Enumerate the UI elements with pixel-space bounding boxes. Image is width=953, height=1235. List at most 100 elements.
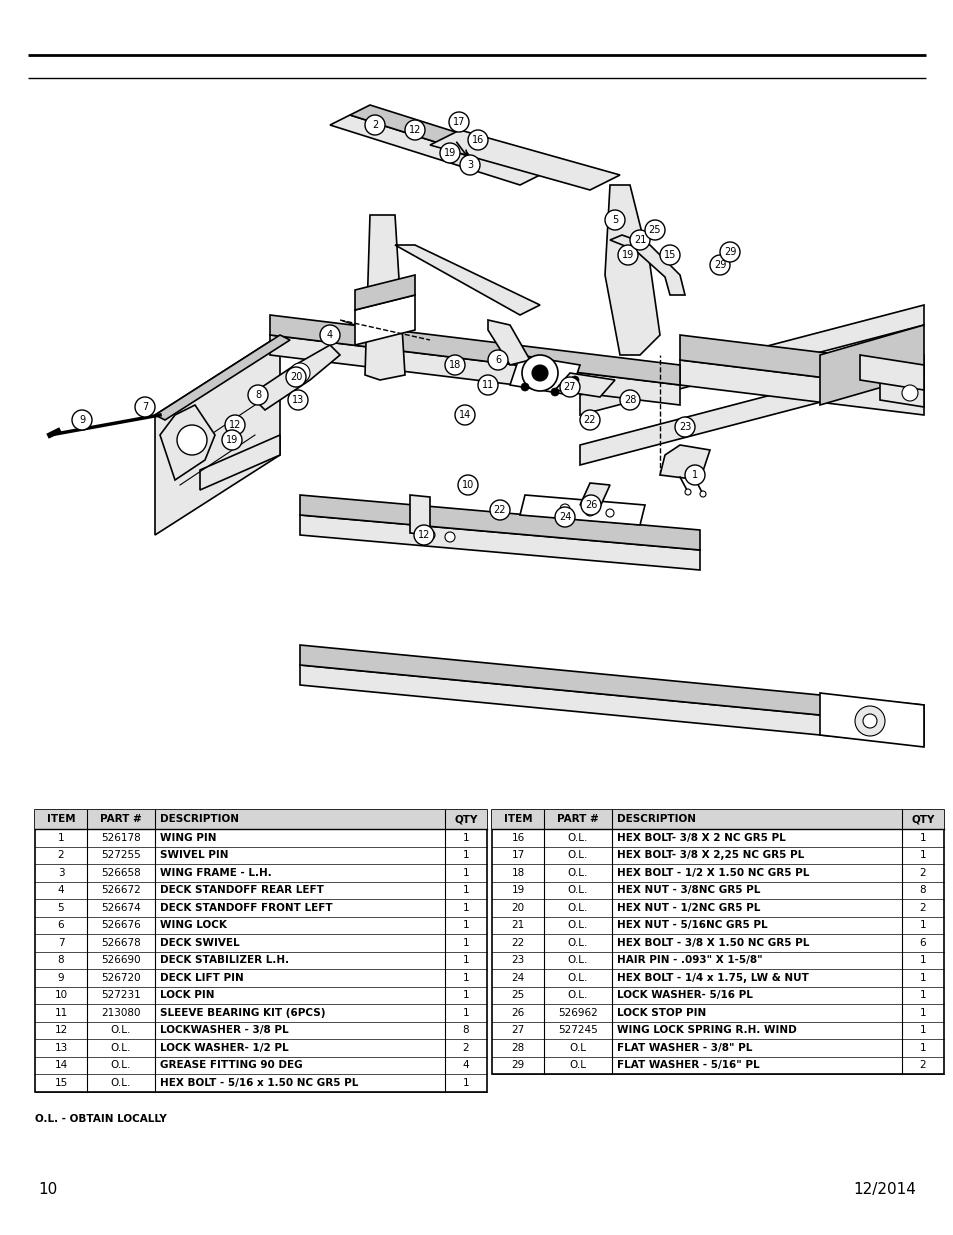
Circle shape bbox=[319, 325, 339, 345]
Text: 9: 9 bbox=[79, 415, 85, 425]
Text: 18: 18 bbox=[449, 359, 460, 370]
Text: WING PIN: WING PIN bbox=[160, 832, 216, 842]
Text: 12: 12 bbox=[229, 420, 241, 430]
Text: 1: 1 bbox=[57, 832, 64, 842]
Circle shape bbox=[659, 245, 679, 266]
Circle shape bbox=[414, 525, 434, 545]
Polygon shape bbox=[604, 185, 659, 354]
Text: 1: 1 bbox=[462, 885, 469, 895]
Text: 1: 1 bbox=[462, 868, 469, 878]
Text: O.L.: O.L. bbox=[567, 903, 588, 913]
Text: 3: 3 bbox=[466, 161, 473, 170]
Text: 526676: 526676 bbox=[101, 920, 141, 930]
Text: O.L.: O.L. bbox=[111, 1042, 132, 1052]
Text: 12: 12 bbox=[54, 1025, 68, 1035]
Circle shape bbox=[532, 366, 547, 382]
Circle shape bbox=[459, 156, 479, 175]
Text: HEX BOLT - 5/16 x 1.50 NC GR5 PL: HEX BOLT - 5/16 x 1.50 NC GR5 PL bbox=[160, 1078, 358, 1088]
Text: 1: 1 bbox=[462, 903, 469, 913]
Text: 16: 16 bbox=[511, 832, 524, 842]
Text: 527255: 527255 bbox=[101, 850, 141, 861]
Text: 22: 22 bbox=[583, 415, 596, 425]
Text: 1: 1 bbox=[919, 1025, 925, 1035]
Polygon shape bbox=[519, 495, 644, 525]
Circle shape bbox=[248, 385, 268, 405]
Polygon shape bbox=[299, 664, 923, 745]
Text: 1: 1 bbox=[462, 920, 469, 930]
Text: 1: 1 bbox=[919, 973, 925, 983]
Text: 1: 1 bbox=[462, 955, 469, 966]
Circle shape bbox=[468, 130, 488, 149]
Text: 12: 12 bbox=[409, 125, 420, 135]
Circle shape bbox=[405, 120, 424, 140]
Text: GREASE FITTING 90 DEG: GREASE FITTING 90 DEG bbox=[160, 1061, 302, 1071]
Text: LOCK STOP PIN: LOCK STOP PIN bbox=[617, 1008, 705, 1018]
Circle shape bbox=[477, 375, 497, 395]
Text: 526690: 526690 bbox=[101, 955, 141, 966]
Circle shape bbox=[444, 354, 464, 375]
Polygon shape bbox=[299, 515, 700, 571]
Circle shape bbox=[559, 377, 579, 396]
Polygon shape bbox=[609, 235, 684, 295]
Polygon shape bbox=[355, 275, 415, 310]
Circle shape bbox=[619, 390, 639, 410]
Circle shape bbox=[901, 385, 917, 401]
Polygon shape bbox=[299, 645, 923, 725]
Text: 15: 15 bbox=[663, 249, 676, 261]
Text: 6: 6 bbox=[919, 937, 925, 947]
Polygon shape bbox=[859, 354, 923, 390]
Text: 25: 25 bbox=[511, 990, 524, 1000]
Text: 4: 4 bbox=[57, 885, 64, 895]
Text: DECK STABILIZER L.H.: DECK STABILIZER L.H. bbox=[160, 955, 289, 966]
Text: O.L: O.L bbox=[569, 1042, 586, 1052]
Text: 1: 1 bbox=[462, 973, 469, 983]
Text: 3: 3 bbox=[57, 868, 64, 878]
Text: FLAT WASHER - 5/16" PL: FLAT WASHER - 5/16" PL bbox=[617, 1061, 759, 1071]
Text: 1: 1 bbox=[919, 990, 925, 1000]
Circle shape bbox=[365, 115, 385, 135]
Text: 2: 2 bbox=[919, 868, 925, 878]
Text: 1: 1 bbox=[919, 832, 925, 842]
Polygon shape bbox=[200, 435, 280, 490]
Text: 14: 14 bbox=[458, 410, 471, 420]
Text: O.L.: O.L. bbox=[567, 973, 588, 983]
Text: 17: 17 bbox=[453, 117, 465, 127]
Text: LOCK WASHER- 1/2 PL: LOCK WASHER- 1/2 PL bbox=[160, 1042, 289, 1052]
Text: 1: 1 bbox=[919, 850, 925, 861]
Text: 2: 2 bbox=[919, 903, 925, 913]
Text: HEX BOLT- 3/8 X 2,25 NC GR5 PL: HEX BOLT- 3/8 X 2,25 NC GR5 PL bbox=[617, 850, 803, 861]
Polygon shape bbox=[395, 245, 539, 315]
Text: 21: 21 bbox=[511, 920, 524, 930]
Circle shape bbox=[444, 532, 455, 542]
Text: 15: 15 bbox=[54, 1078, 68, 1088]
Text: 23: 23 bbox=[679, 422, 691, 432]
Text: O.L. - OBTAIN LOCALLY: O.L. - OBTAIN LOCALLY bbox=[35, 1114, 167, 1124]
Text: 22: 22 bbox=[511, 937, 524, 947]
Polygon shape bbox=[250, 345, 339, 410]
Polygon shape bbox=[270, 335, 679, 405]
Text: DECK SWIVEL: DECK SWIVEL bbox=[160, 937, 239, 947]
Text: 2: 2 bbox=[462, 1042, 469, 1052]
Polygon shape bbox=[488, 320, 530, 366]
Text: 27: 27 bbox=[511, 1025, 524, 1035]
Polygon shape bbox=[365, 215, 405, 380]
Text: O.L.: O.L. bbox=[567, 955, 588, 966]
Text: LOCKWASHER - 3/8 PL: LOCKWASHER - 3/8 PL bbox=[160, 1025, 289, 1035]
Text: 526672: 526672 bbox=[101, 885, 141, 895]
Text: HAIR PIN - .093" X 1-5/8": HAIR PIN - .093" X 1-5/8" bbox=[617, 955, 761, 966]
Text: O.L.: O.L. bbox=[111, 1078, 132, 1088]
Text: 11: 11 bbox=[481, 380, 494, 390]
Polygon shape bbox=[820, 693, 923, 747]
Text: 213080: 213080 bbox=[101, 1008, 141, 1018]
Circle shape bbox=[700, 492, 705, 496]
Circle shape bbox=[488, 350, 507, 370]
Text: 8: 8 bbox=[57, 955, 64, 966]
Polygon shape bbox=[679, 359, 923, 415]
Text: DECK STANDOFF REAR LEFT: DECK STANDOFF REAR LEFT bbox=[160, 885, 323, 895]
Circle shape bbox=[490, 500, 510, 520]
Text: O.L.: O.L. bbox=[567, 990, 588, 1000]
Text: 526678: 526678 bbox=[101, 937, 141, 947]
Polygon shape bbox=[154, 335, 280, 535]
Text: 1: 1 bbox=[919, 920, 925, 930]
Text: LOCK PIN: LOCK PIN bbox=[160, 990, 214, 1000]
